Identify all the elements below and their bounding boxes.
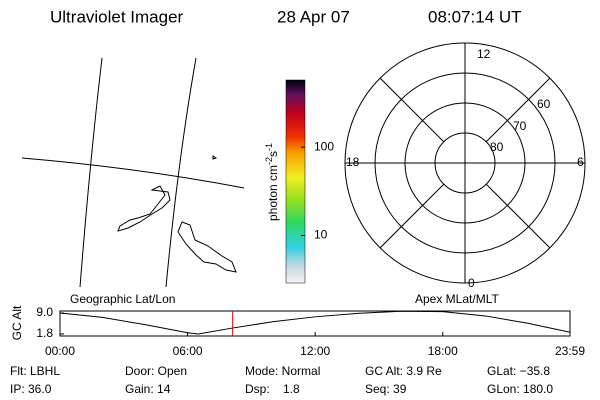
x-tick-label: 06:00: [173, 344, 203, 358]
coast: [117, 185, 171, 232]
islet: [212, 155, 218, 160]
status-field: Gain: 14: [125, 382, 171, 396]
mlt-line: [379, 183, 445, 249]
polar-grid: [344, 42, 586, 284]
status-field: Door: Open: [125, 364, 187, 378]
x-tick-label: 23:59: [555, 344, 585, 358]
status-field: GLon: 180.0: [487, 382, 553, 396]
mlt-label: 18: [346, 155, 360, 169]
y-tick-label: 9.0: [36, 305, 53, 319]
lat-label: 70: [513, 119, 527, 133]
meridian: [79, 57, 103, 288]
lat-label: 80: [490, 140, 504, 154]
status-field: IP: 36.0: [10, 382, 52, 396]
colorbar-tick-label: 100: [314, 139, 334, 153]
colorbar: [285, 79, 306, 284]
status-field: Dsp: 1.8: [245, 382, 300, 396]
mlt-line: [379, 77, 445, 143]
mlt-label: 6: [577, 155, 584, 169]
status-field: Seq: 39: [365, 382, 407, 396]
x-tick-label: 12:00: [300, 344, 330, 358]
x-tick-label: 18:00: [428, 344, 458, 358]
map-label: Geographic Lat/Lon: [70, 292, 175, 306]
meridian: [165, 57, 197, 288]
colorbar-tick-label: 10: [314, 228, 328, 242]
status-field: GC Alt: 3.9 Re: [365, 364, 442, 378]
map: [21, 57, 245, 288]
altitude-line: [59, 310, 571, 335]
mlt-label: 0: [468, 276, 475, 290]
status-field: GLat: −35.8: [487, 364, 550, 378]
status-field: Mode: Normal: [245, 364, 320, 378]
colorbar-label: photon cm-2s-1: [264, 143, 280, 221]
y-tick-label: 1.8: [36, 326, 53, 340]
time: 08:07:14 UT: [428, 7, 522, 26]
map-label: Apex MLat/MLT: [415, 292, 499, 306]
title: Ultraviolet Imager: [50, 7, 184, 26]
mlt-line: [485, 77, 551, 143]
mlt-line: [485, 183, 551, 249]
lat-label: 60: [537, 97, 551, 111]
x-tick-label: 00:00: [45, 344, 75, 358]
date: 28 Apr 07: [277, 7, 350, 26]
parallel: [21, 157, 245, 189]
status-field: Flt: LBHL: [10, 364, 60, 378]
coast: [177, 221, 237, 273]
mlt-label: 12: [477, 47, 491, 61]
y-label: GC Alt: [10, 305, 24, 340]
